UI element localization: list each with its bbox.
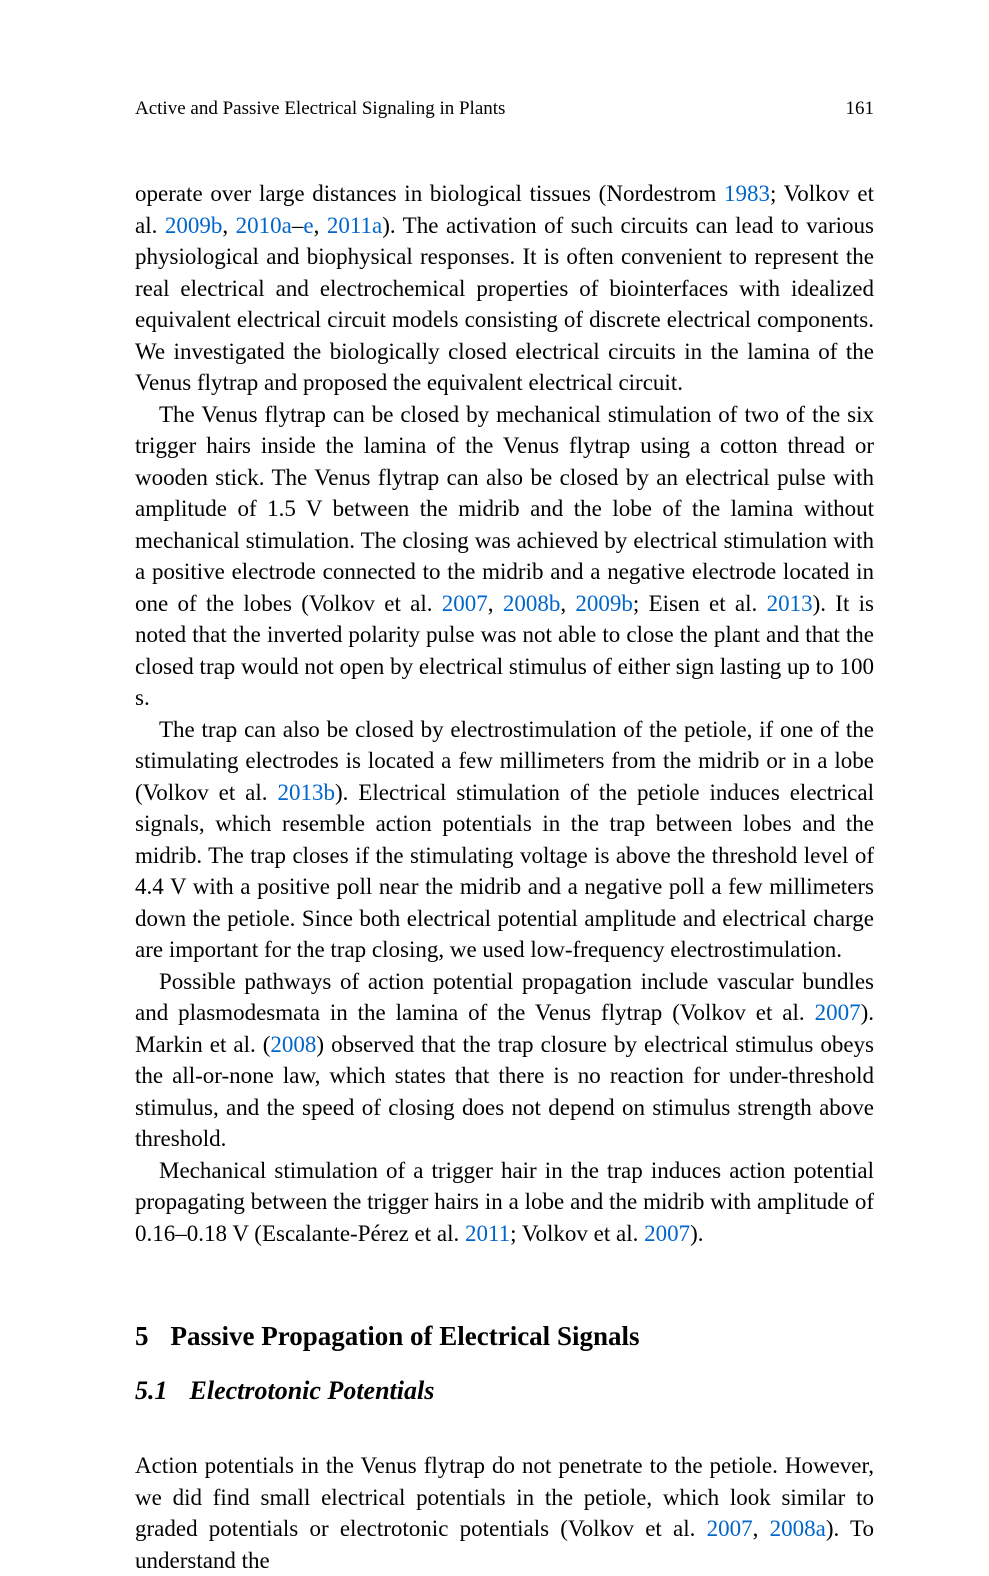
body-text: operate over large distances in biologic…	[135, 178, 874, 1249]
text-run: ; Volkov et al.	[510, 1221, 644, 1246]
citation-link[interactable]: 2013	[767, 591, 813, 616]
text-run: ). The activation of such circuits can l…	[135, 213, 874, 396]
text-run: ,	[314, 213, 327, 238]
text-run: ).	[690, 1221, 703, 1246]
text-run: –	[292, 213, 304, 238]
citation-link[interactable]: 2008b	[503, 591, 561, 616]
text-run: ,	[560, 591, 575, 616]
citation-link[interactable]: 2013b	[277, 780, 335, 805]
text-run: ,	[222, 213, 235, 238]
section-number: 5	[135, 1321, 149, 1352]
subsection-number: 5.1	[135, 1376, 168, 1406]
page-container: Active and Passive Electrical Signaling …	[0, 0, 989, 1576]
subsection-title: Electrotonic Potentials	[190, 1376, 435, 1405]
citation-link[interactable]: 2007	[707, 1516, 753, 1541]
text-run: ; Eisen et al.	[633, 591, 767, 616]
section-heading: 5 Passive Propagation of Electrical Signa…	[135, 1321, 874, 1352]
paragraph-6: Action potentials in the Venus flytrap d…	[135, 1450, 874, 1576]
citation-link[interactable]: 2011a	[327, 213, 382, 238]
citation-link[interactable]: 2010a	[236, 213, 292, 238]
citation-link[interactable]: 2007	[815, 1000, 861, 1025]
citation-link[interactable]: 2009b	[165, 213, 223, 238]
citation-link[interactable]: 2007	[644, 1221, 690, 1246]
citation-link[interactable]: 2008a	[770, 1516, 826, 1541]
subsection-heading: 5.1 Electrotonic Potentials	[135, 1376, 874, 1406]
citation-link[interactable]: 2009b	[575, 591, 633, 616]
citation-link[interactable]: 2007	[442, 591, 488, 616]
citation-link[interactable]: e	[303, 213, 313, 238]
paragraph-1: operate over large distances in biologic…	[135, 178, 874, 399]
text-run: ,	[488, 591, 503, 616]
section-title: Passive Propagation of Electrical Signal…	[171, 1321, 640, 1351]
citation-link[interactable]: 2011	[465, 1221, 510, 1246]
paragraph-3: The trap can also be closed by electrost…	[135, 714, 874, 966]
text-run: Possible pathways of action potential pr…	[135, 969, 874, 1026]
text-run: The Venus flytrap can be closed by mecha…	[135, 402, 874, 616]
page-header: Active and Passive Electrical Signaling …	[135, 98, 874, 120]
body-text-2: Action potentials in the Venus flytrap d…	[135, 1450, 874, 1576]
citation-link[interactable]: 1983	[724, 181, 770, 206]
paragraph-4: Possible pathways of action potential pr…	[135, 966, 874, 1155]
text-run: ). Electrical stimulation of the petiole…	[135, 780, 874, 963]
running-head: Active and Passive Electrical Signaling …	[135, 98, 505, 120]
text-run: operate over large distances in biologic…	[135, 181, 724, 206]
paragraph-2: The Venus flytrap can be closed by mecha…	[135, 399, 874, 714]
text-run: ,	[753, 1516, 770, 1541]
paragraph-5: Mechanical stimulation of a trigger hair…	[135, 1155, 874, 1250]
page-number: 161	[846, 98, 875, 120]
citation-link[interactable]: 2008	[270, 1032, 316, 1057]
